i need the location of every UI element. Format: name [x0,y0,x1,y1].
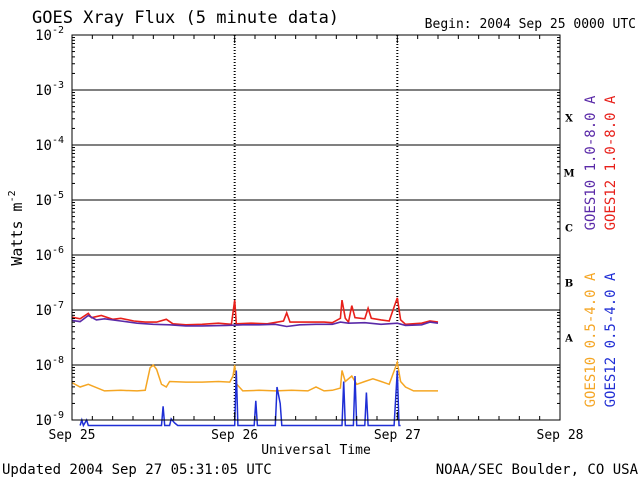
legend-item: GOES12 1.0-8.0 A [603,95,619,230]
flare-class-label: M [563,169,574,180]
y-tick-label: 10-5 [35,190,64,209]
grid-layer [72,35,560,420]
y-axis-label-text: Watts m [8,202,26,265]
x-tick-label: Sep 26 [211,428,258,443]
x-tick-label: Sep 25 [49,428,96,443]
x-axis-label: Universal Time [261,443,371,458]
y-tick-label: 10-6 [35,245,64,264]
y-tick-label: 10-9 [35,410,64,429]
x-tick-label: Sep 27 [374,428,421,443]
legend-item: GOES10 0.5-4.0 A [583,272,599,407]
series-line [71,314,439,328]
series-line [79,370,401,428]
y-tick-label: 10-7 [35,300,64,319]
y-axis-label: Watts m-2 [7,190,26,265]
legend: GOES10 1.0-8.0 A GOES12 1.0-8.0 A GOES10 0… [583,95,619,407]
plot-frame [71,34,561,421]
flare-class-label: A [564,334,573,345]
y-axis-label-sup: -2 [7,190,18,202]
y-tick-label: 10-3 [35,80,64,99]
flare-class-label: C [565,224,573,235]
legend-item: GOES12 0.5-4.0 A [603,272,619,407]
x-tick-label: Sep 28 [537,428,584,443]
series-line [71,359,438,392]
y-tick-label: 10-8 [35,355,64,374]
legend-item: GOES10 1.0-8.0 A [583,95,599,230]
updated-timestamp: Updated 2004 Sep 27 05:31:05 UTC [2,462,272,478]
y-tick-label: 10-4 [35,135,64,154]
credit-text: NOAA/SEC Boulder, CO USA [436,462,639,478]
flare-class-label: X [565,114,573,125]
series-layer [71,297,439,428]
flare-class-label: B [565,279,573,290]
chart-title: GOES Xray Flux (5 minute data) [32,8,339,28]
series-line [71,297,439,326]
begin-label: Begin: 2004 Sep 25 0000 UTC [425,17,636,32]
y-tick-label: 10-2 [35,25,64,44]
svg-text:Watts m-2: Watts m-2 [7,190,26,265]
